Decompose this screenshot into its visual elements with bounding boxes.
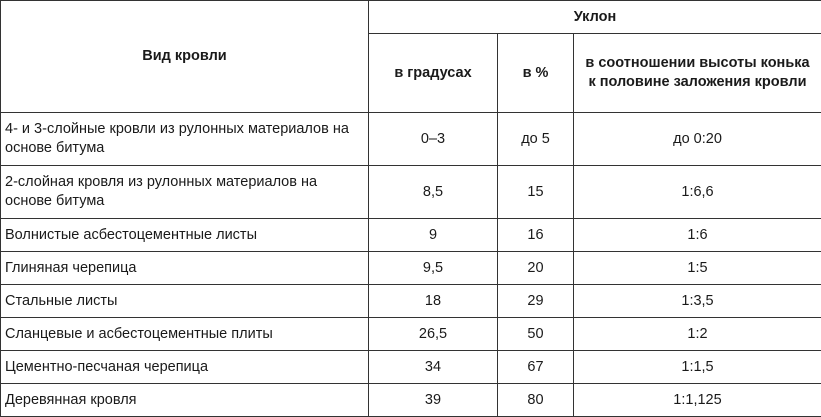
- roof-type-cell: Стальные листы: [1, 285, 369, 318]
- roof-type-cell: 2-слойная кровля из рулонных материалов …: [1, 166, 369, 219]
- roof-type-cell: 4- и 3-слойные кровли из рулонных матери…: [1, 113, 369, 166]
- value-cell: 1:3,5: [574, 285, 821, 318]
- table-header: Вид кровли Уклон в градусах в % в соотно…: [1, 1, 821, 113]
- value-cell: 9: [369, 219, 498, 252]
- value-cell: 20: [498, 252, 574, 285]
- roof-type-cell: Цементно-песчаная черепица: [1, 351, 369, 384]
- value-cell: 0–3: [369, 113, 498, 166]
- roof-type-cell: Сланцевые и асбестоцементные плиты: [1, 318, 369, 351]
- value-cell: 80: [498, 384, 574, 417]
- value-cell: 1:5: [574, 252, 821, 285]
- value-cell: до 0:20: [574, 113, 821, 166]
- value-cell: 16: [498, 219, 574, 252]
- value-cell: 50: [498, 318, 574, 351]
- value-cell: 29: [498, 285, 574, 318]
- value-cell: 9,5: [369, 252, 498, 285]
- header-cell: в %: [498, 34, 574, 113]
- value-cell: 8,5: [369, 166, 498, 219]
- value-cell: 1:6: [574, 219, 821, 252]
- value-cell: 1:6,6: [574, 166, 821, 219]
- table-row: 2-слойная кровля из рулонных материалов …: [1, 166, 821, 219]
- value-cell: до 5: [498, 113, 574, 166]
- value-cell: 15: [498, 166, 574, 219]
- value-cell: 67: [498, 351, 574, 384]
- value-cell: 26,5: [369, 318, 498, 351]
- value-cell: 1:1,125: [574, 384, 821, 417]
- header-cell: в соотношении высоты конька к половине з…: [574, 34, 821, 113]
- table-row: 4- и 3-слойные кровли из рулонных матери…: [1, 113, 821, 166]
- value-cell: 1:1,5: [574, 351, 821, 384]
- table-body: 4- и 3-слойные кровли из рулонных матери…: [1, 113, 821, 417]
- header-cell: в градусах: [369, 34, 498, 113]
- roof-type-cell: Деревянная кровля: [1, 384, 369, 417]
- value-cell: 18: [369, 285, 498, 318]
- value-cell: 34: [369, 351, 498, 384]
- roof-type-cell: Глиняная черепица: [1, 252, 369, 285]
- roof-type-cell: Волнистые асбестоцементные листы: [1, 219, 369, 252]
- value-cell: 1:2: [574, 318, 821, 351]
- value-cell: 39: [369, 384, 498, 417]
- header-cell: Вид кровли: [1, 1, 369, 113]
- header-row: Вид кровли Уклон: [1, 1, 821, 34]
- header-cell: Уклон: [369, 1, 821, 34]
